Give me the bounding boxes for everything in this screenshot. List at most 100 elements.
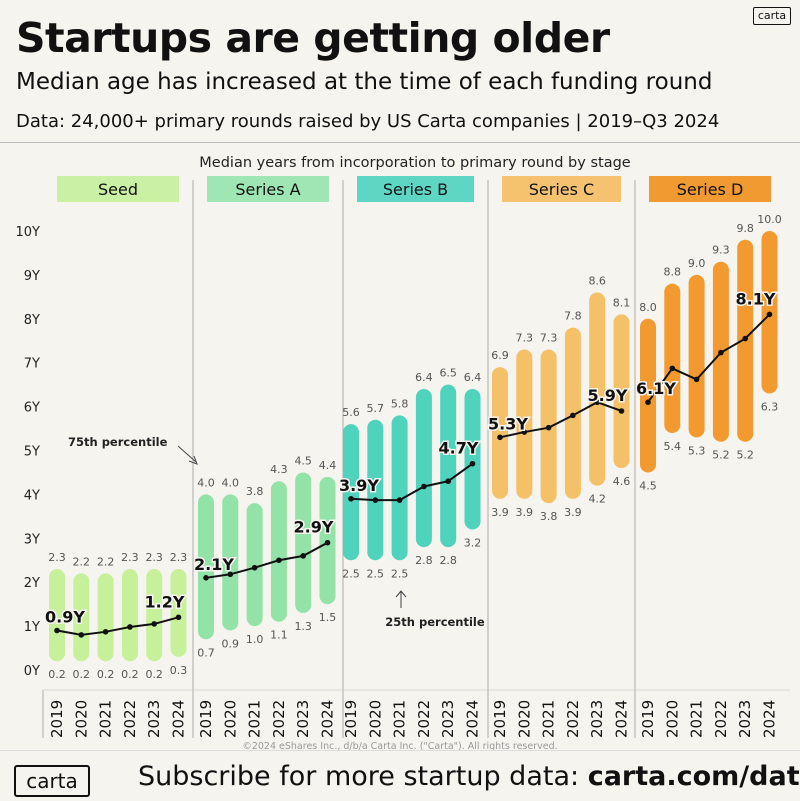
range-bar (222, 494, 239, 631)
p75-label: 8.0 (639, 301, 657, 314)
p75-label: 7.8 (564, 310, 582, 323)
range-bar (440, 384, 457, 548)
p25-label: 0.2 (97, 668, 115, 681)
p25-label: 4.2 (588, 493, 606, 506)
p25-label: 0.9 (222, 637, 240, 650)
p75-label: 6.4 (464, 371, 482, 384)
p25-label: 3.9 (516, 506, 534, 519)
p25-label: 0.2 (48, 668, 66, 681)
year-tick-label: 2020 (663, 700, 681, 738)
median-point (645, 399, 651, 406)
p25-label: 4.6 (613, 475, 631, 488)
median-point (718, 349, 724, 356)
median-point (324, 539, 331, 546)
carta-logo-small: carta (753, 7, 791, 25)
p25-label: 5.3 (688, 444, 706, 457)
p75-label: 2.2 (97, 555, 115, 568)
median-label-last: 5.9Y (588, 386, 628, 405)
p25-label: 1.1 (270, 629, 288, 642)
p75-label: 4.0 (197, 476, 215, 489)
cta-link[interactable]: carta.com/data (587, 761, 800, 792)
p75-label: 3.8 (246, 485, 264, 498)
range-chart: Median years from incorporation to prima… (16, 155, 790, 750)
y-tick-label: 3Y (24, 532, 40, 547)
year-tick-label: 2024 (319, 700, 337, 738)
year-tick-label: 2020 (72, 700, 90, 738)
median-point (521, 429, 528, 435)
range-bar (121, 569, 138, 662)
stage-header-label: Series A (235, 180, 300, 199)
year-tick-label: 2023 (439, 700, 457, 738)
range-bar (49, 569, 65, 662)
chart-subtitle: Median years from incorporation to prima… (199, 155, 630, 171)
median-point (78, 632, 85, 638)
year-tick-label: 2022 (564, 700, 582, 738)
median-point (497, 434, 503, 441)
p75-label: 2.2 (73, 555, 91, 568)
y-tick-label: 4Y (24, 488, 40, 503)
p25-label: 2.5 (342, 567, 360, 580)
median-point (175, 614, 182, 621)
stage-header-2 (357, 176, 474, 202)
p25-label: 5.2 (712, 449, 730, 462)
copyright-note: ©2024 eShares Inc., d/b/a Carta Inc. ("C… (242, 741, 557, 750)
median-point (300, 553, 307, 559)
p75-label: 8.8 (664, 266, 682, 279)
range-bar (664, 283, 681, 433)
median-point (127, 624, 133, 630)
range-bar (688, 274, 705, 438)
p25-label: 1.3 (294, 620, 312, 633)
p75-label: 2.3 (121, 551, 139, 564)
median-label-first: 3.9Y (339, 476, 379, 495)
range-bar (170, 569, 187, 657)
p75-label: 2.3 (145, 551, 163, 564)
median-label-last: 4.7Y (439, 439, 479, 458)
median-label-last: 1.2Y (145, 592, 185, 611)
year-tick-label: 2021 (391, 700, 409, 738)
range-bar (246, 503, 263, 627)
y-tick-label: 10Y (16, 225, 41, 240)
y-tick-label: 8Y (24, 313, 40, 328)
year-tick-label: 2021 (688, 700, 706, 738)
stage-header-label: Series D (677, 180, 744, 199)
p25-label: 0.2 (73, 668, 91, 681)
year-tick-label: 2020 (221, 700, 239, 738)
year-tick-label: 2021 (540, 700, 558, 738)
carta-logo[interactable]: carta (14, 765, 90, 797)
median-point (445, 478, 452, 485)
median-label-first: 2.1Y (194, 555, 234, 574)
year-tick-label: 2022 (712, 700, 730, 738)
p25-label: 0.7 (197, 646, 215, 659)
year-tick-label: 2023 (294, 700, 312, 738)
p75-label: 6.9 (491, 349, 509, 362)
data-source-note: Data: 24,000+ primary rounds raised by U… (16, 111, 720, 132)
p25-label: 2.5 (391, 567, 409, 580)
p75-label: 6.5 (439, 367, 457, 380)
p75-label: 9.3 (712, 244, 730, 257)
p25-label: 4.5 (639, 479, 657, 492)
p75-label: 9.8 (736, 222, 754, 235)
median-point (151, 621, 157, 627)
range-bar (492, 367, 508, 499)
median-line (205, 541, 328, 579)
p25-label: 3.2 (464, 537, 482, 550)
median-point (766, 311, 773, 318)
year-tick-label: 2022 (121, 700, 139, 738)
year-tick-label: 2021 (246, 700, 264, 738)
year-tick-label: 2019 (639, 700, 657, 738)
median-point (396, 497, 403, 503)
p25-label: 0.3 (170, 664, 188, 677)
year-tick-label: 2020 (515, 700, 533, 738)
year-tick-label: 2024 (761, 700, 779, 738)
p25-label: 2.5 (367, 567, 385, 580)
annotation-arrow-75th (177, 445, 197, 463)
page-title: Startups are getting older (16, 14, 610, 62)
median-point (203, 575, 209, 581)
median-point (372, 497, 379, 503)
p75-label: 6.4 (415, 371, 433, 384)
median-point (469, 460, 476, 467)
median-point (693, 376, 700, 383)
range-bar (464, 389, 481, 530)
y-tick-label: 9Y (24, 269, 40, 284)
range-bar (613, 314, 630, 469)
